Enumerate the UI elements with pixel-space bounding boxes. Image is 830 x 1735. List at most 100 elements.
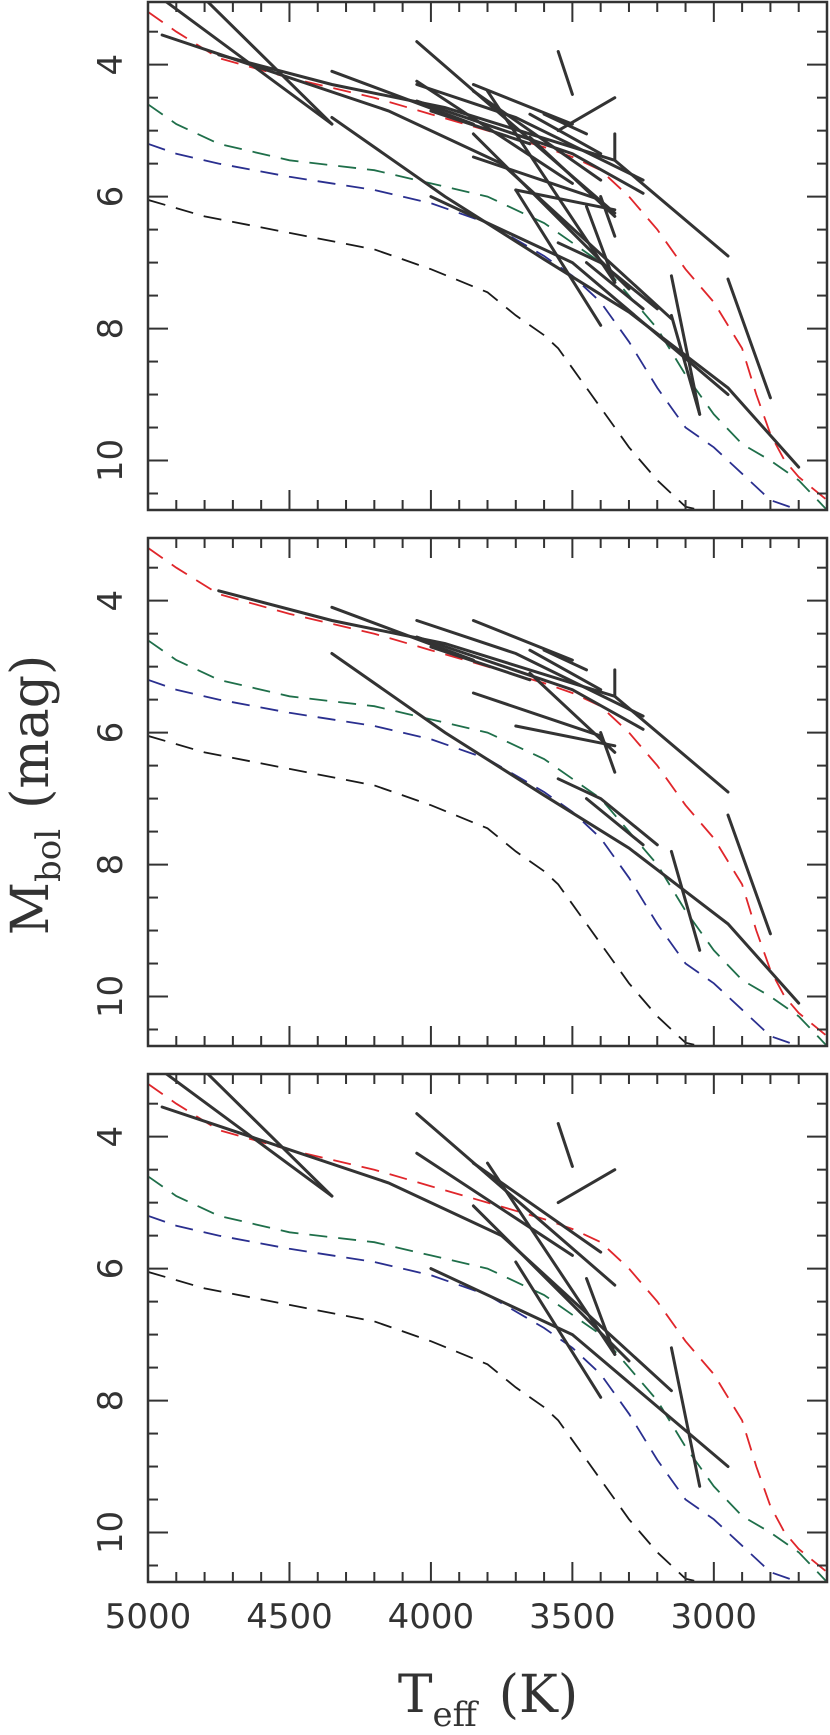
y-tick-label: 4 bbox=[91, 590, 131, 612]
model-curve-1 bbox=[148, 1175, 827, 1582]
track-line-11 bbox=[599, 731, 617, 774]
x-axis-label: T bbox=[398, 1665, 433, 1725]
track-line-24 bbox=[486, 89, 617, 284]
y-tick-label: 8 bbox=[91, 854, 131, 876]
track-line-8 bbox=[514, 724, 617, 748]
y-tick-label: 10 bbox=[91, 439, 131, 482]
track-line-5 bbox=[528, 112, 603, 156]
y-tick-label: 4 bbox=[91, 1126, 131, 1148]
track-line-7 bbox=[471, 155, 603, 202]
track-line-7 bbox=[471, 1204, 631, 1363]
track-line-0 bbox=[217, 589, 730, 794]
track-line-10 bbox=[429, 109, 532, 146]
x-axis-title: Teff (K) bbox=[398, 1665, 578, 1735]
track-line-4 bbox=[415, 1151, 574, 1257]
track-line-31 bbox=[556, 96, 617, 133]
plot-frame bbox=[146, 536, 829, 1048]
y-axis-label: M bbox=[1, 882, 61, 935]
track-line-18 bbox=[164, 2, 334, 126]
track-line-6 bbox=[542, 648, 588, 672]
y-tick-label: 8 bbox=[91, 1390, 131, 1412]
y-tick-label: 4 bbox=[91, 54, 131, 76]
track-line-7 bbox=[471, 691, 603, 738]
model-curve-3 bbox=[148, 1271, 700, 1582]
track-line-15 bbox=[726, 813, 772, 936]
track-line-29 bbox=[429, 195, 730, 396]
plot-area bbox=[148, 547, 827, 1046]
plot-area bbox=[148, 1074, 827, 1582]
track-line-10 bbox=[669, 1346, 702, 1488]
y-tick-label: 6 bbox=[91, 1258, 131, 1280]
track-line-9 bbox=[528, 671, 617, 754]
model-curve-3 bbox=[148, 199, 700, 510]
plot-frame bbox=[146, 0, 829, 512]
track-line-3 bbox=[415, 635, 645, 731]
model-curve-0 bbox=[148, 11, 827, 501]
model-curve-0 bbox=[148, 547, 827, 1037]
track-line-1 bbox=[330, 605, 475, 662]
panel-bottom: 4 6 8 10 5000 4500 4000 3500 3000 bbox=[91, 1072, 829, 1637]
track-line-0 bbox=[164, 1074, 334, 1198]
track-line-13 bbox=[585, 797, 645, 847]
track-line-3 bbox=[415, 99, 645, 195]
y-tick-label: 10 bbox=[91, 1511, 131, 1554]
model-curve-1 bbox=[148, 639, 827, 1046]
model-curve-1 bbox=[148, 103, 827, 510]
track-line-12 bbox=[556, 1122, 574, 1168]
track-line-11 bbox=[429, 1267, 730, 1468]
x-axis-label-subscript: eff bbox=[432, 1695, 479, 1735]
x-tick-label: 5000 bbox=[105, 1597, 192, 1637]
model-curve-0 bbox=[148, 1083, 827, 1573]
plot-frame bbox=[146, 1072, 829, 1584]
x-tick-label: 4000 bbox=[388, 1597, 475, 1637]
track-line-2 bbox=[415, 83, 645, 182]
track-line-13 bbox=[585, 261, 645, 311]
track-line-4 bbox=[471, 619, 574, 662]
x-tick-label: 4500 bbox=[246, 1597, 333, 1637]
track-line-19 bbox=[205, 2, 334, 126]
track-line-9 bbox=[585, 1277, 617, 1356]
track-line-12 bbox=[556, 777, 659, 847]
track-line-5 bbox=[471, 1161, 603, 1254]
track-line-0 bbox=[217, 53, 730, 258]
track-line-4 bbox=[471, 83, 574, 126]
track-line-1 bbox=[330, 69, 475, 126]
track-line-5 bbox=[528, 648, 603, 692]
track-line-2 bbox=[415, 619, 645, 718]
track-line-27 bbox=[585, 205, 617, 284]
track-line-22 bbox=[415, 79, 574, 185]
x-axis-unit: (K) bbox=[499, 1665, 578, 1725]
svg-text:Mbol(mag): Mbol (mag) bbox=[1, 655, 69, 936]
panel-top: 4 6 8 10 bbox=[91, 0, 829, 512]
track-line-10 bbox=[429, 645, 532, 682]
panels: 4 6 8 10 4 6 8 10 4 6 8 10 5000 4500 4000 3500 3000 bbox=[91, 0, 829, 1637]
track-line-23 bbox=[471, 89, 603, 182]
track-line-28 bbox=[669, 274, 702, 416]
track-line-16 bbox=[330, 116, 801, 469]
track-line-1 bbox=[205, 1074, 334, 1198]
svg-text:Teff(K): Teff (K) bbox=[398, 1665, 578, 1735]
track-line-21 bbox=[415, 40, 617, 215]
panel-middle: 4 6 8 10 bbox=[91, 536, 829, 1048]
model-curve-3 bbox=[148, 735, 700, 1046]
y-tick-label: 6 bbox=[91, 186, 131, 208]
track-line-3 bbox=[415, 1112, 617, 1287]
y-axis-unit: (mag) bbox=[1, 655, 61, 809]
x-tick-label: 3000 bbox=[671, 1597, 758, 1637]
track-line-15 bbox=[726, 277, 772, 400]
y-tick-label: 6 bbox=[91, 722, 131, 744]
track-line-16 bbox=[330, 652, 801, 1005]
y-tick-label: 10 bbox=[91, 975, 131, 1018]
model-curve-2 bbox=[148, 142, 799, 510]
track-line-6 bbox=[486, 1161, 617, 1356]
plot-area bbox=[148, 2, 827, 510]
y-axis-title: Mbol (mag) bbox=[1, 655, 69, 936]
model-curve-2 bbox=[148, 1214, 799, 1582]
track-line-14 bbox=[669, 849, 702, 952]
y-tick-label: 8 bbox=[91, 318, 131, 340]
track-line-30 bbox=[556, 50, 574, 96]
x-tick-label: 3500 bbox=[529, 1597, 616, 1637]
model-curve-2 bbox=[148, 678, 799, 1046]
track-line-25 bbox=[471, 132, 631, 291]
